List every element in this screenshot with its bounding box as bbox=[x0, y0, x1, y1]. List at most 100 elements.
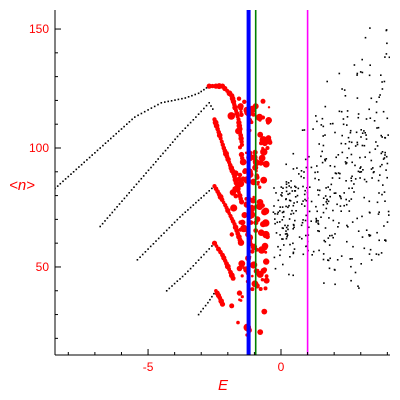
data-point bbox=[282, 263, 284, 266]
data-point bbox=[377, 253, 380, 256]
data-point bbox=[200, 256, 202, 259]
data-point bbox=[195, 201, 197, 204]
data-point bbox=[237, 103, 244, 110]
data-point bbox=[287, 224, 289, 227]
data-point bbox=[285, 181, 288, 183]
data-point bbox=[369, 234, 372, 237]
data-point bbox=[386, 42, 388, 45]
data-point bbox=[380, 134, 382, 137]
data-point bbox=[326, 80, 328, 83]
data-point bbox=[292, 228, 294, 230]
data-point bbox=[249, 105, 257, 114]
data-point bbox=[238, 151, 245, 158]
data-point bbox=[165, 229, 168, 232]
data-point bbox=[279, 254, 281, 257]
data-point bbox=[328, 267, 331, 270]
data-point bbox=[279, 210, 281, 212]
data-point bbox=[310, 220, 312, 222]
data-point bbox=[260, 98, 266, 104]
data-point bbox=[388, 214, 390, 216]
red-data-points bbox=[206, 83, 273, 337]
data-point bbox=[293, 202, 295, 204]
data-point bbox=[308, 210, 311, 213]
data-point bbox=[332, 209, 334, 212]
data-point bbox=[78, 166, 80, 168]
data-point bbox=[324, 195, 327, 197]
data-point bbox=[259, 141, 263, 146]
data-point bbox=[239, 299, 243, 302]
data-point bbox=[176, 280, 179, 282]
data-point bbox=[356, 97, 359, 99]
data-point bbox=[263, 258, 270, 265]
data-point bbox=[376, 127, 378, 129]
data-point bbox=[273, 187, 275, 189]
data-point bbox=[370, 259, 373, 261]
data-point bbox=[219, 301, 226, 307]
data-point bbox=[373, 120, 376, 122]
data-point bbox=[292, 242, 294, 245]
data-point bbox=[238, 260, 246, 267]
data-point bbox=[341, 88, 343, 90]
data-point bbox=[305, 245, 307, 248]
data-point bbox=[281, 238, 283, 240]
data-point bbox=[333, 192, 336, 194]
data-point bbox=[200, 90, 202, 93]
data-point bbox=[288, 204, 290, 207]
data-point bbox=[184, 97, 187, 99]
data-point bbox=[349, 129, 352, 132]
data-point bbox=[356, 74, 358, 76]
data-point bbox=[262, 207, 270, 215]
data-point bbox=[387, 134, 389, 136]
x-axis-title: E bbox=[218, 377, 229, 394]
data-point bbox=[275, 232, 278, 234]
data-point bbox=[321, 161, 324, 164]
data-point bbox=[384, 154, 386, 156]
data-point bbox=[181, 213, 184, 216]
data-point bbox=[325, 201, 328, 203]
data-point bbox=[312, 250, 315, 253]
data-point bbox=[285, 230, 287, 232]
data-point bbox=[385, 53, 388, 55]
data-point bbox=[191, 94, 193, 97]
data-point bbox=[354, 145, 357, 147]
data-point bbox=[384, 151, 386, 154]
data-point bbox=[356, 72, 359, 75]
data-point bbox=[250, 249, 255, 254]
data-point bbox=[294, 219, 296, 222]
data-point bbox=[385, 29, 388, 32]
data-point bbox=[359, 71, 362, 73]
data-point bbox=[338, 110, 341, 113]
data-point bbox=[136, 259, 139, 261]
data-point bbox=[207, 301, 209, 304]
data-point bbox=[380, 252, 383, 254]
data-point bbox=[292, 152, 295, 155]
data-point bbox=[289, 200, 292, 202]
data-point bbox=[357, 113, 360, 115]
data-point bbox=[252, 195, 255, 199]
data-point bbox=[160, 234, 163, 237]
data-point bbox=[361, 144, 364, 147]
data-point bbox=[297, 187, 300, 190]
data-point bbox=[370, 97, 373, 100]
data-point bbox=[282, 238, 284, 240]
data-point bbox=[232, 170, 239, 177]
data-point bbox=[208, 102, 210, 104]
data-point bbox=[143, 110, 146, 113]
data-point bbox=[184, 127, 187, 129]
data-point bbox=[273, 256, 276, 259]
data-point bbox=[200, 197, 202, 199]
data-point bbox=[184, 211, 187, 213]
data-point bbox=[256, 203, 264, 210]
data-point bbox=[322, 125, 325, 128]
data-point bbox=[324, 158, 326, 161]
data-point bbox=[375, 253, 378, 255]
data-point bbox=[345, 180, 347, 182]
data-point bbox=[176, 135, 179, 138]
data-point bbox=[147, 169, 150, 172]
data-point bbox=[184, 273, 187, 275]
data-point bbox=[282, 216, 285, 218]
data-point bbox=[287, 182, 290, 184]
data-point bbox=[203, 253, 205, 256]
data-point bbox=[333, 268, 336, 271]
data-point bbox=[135, 183, 138, 186]
